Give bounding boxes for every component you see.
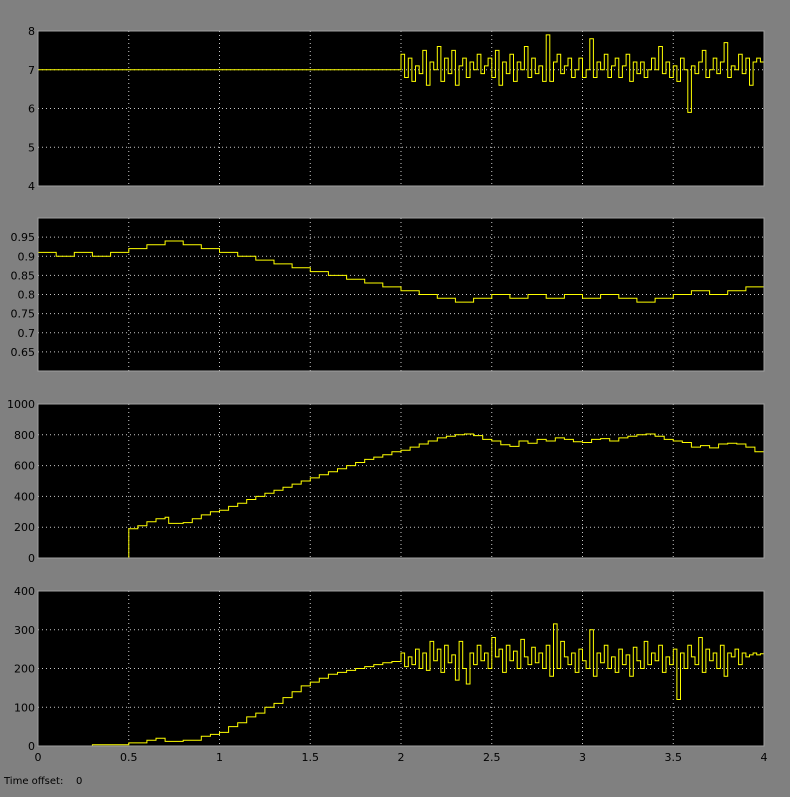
status-bar: Time offset: 0 [4, 776, 82, 787]
y-tick-label: 800 [14, 429, 35, 442]
scope-axes-1: 4 5 6 7 8 [28, 25, 765, 193]
y-tick-label: 8 [28, 25, 35, 38]
axes-frame [37, 590, 765, 747]
y-tick-label: 400 [14, 585, 35, 598]
y-tick-label: 0 [28, 740, 35, 753]
y-tick-label: 100 [14, 701, 35, 714]
x-tick-label: 2 [398, 751, 405, 764]
y-tick-label: 600 [14, 460, 35, 473]
x-tick-label: 0.5 [120, 751, 138, 764]
x-tick-label: 0 [35, 751, 42, 764]
axes-frame [37, 403, 765, 559]
x-tick-label: 3.5 [665, 751, 683, 764]
y-tick-label: 200 [14, 663, 35, 676]
scope-axes-2: 0.65 0.7 0.75 0.8 0.85 0.9 0.95 [11, 217, 765, 372]
scope-axes-4: 0 100 200 300 400 0 0.5 1 1.5 2 2.5 3 3.5 4 [14, 585, 768, 764]
signal-trace [38, 240, 764, 303]
y-tick-label: 400 [14, 490, 35, 503]
x-tick-label: 3 [579, 751, 586, 764]
axes-frame [37, 30, 765, 187]
y-tick-label: 0.65 [11, 346, 36, 359]
y-tick-label: 0.7 [18, 327, 36, 340]
y-tick-label: 0.8 [18, 289, 36, 302]
y-tick-label: 0.9 [18, 250, 36, 263]
y-tick-label: 6 [28, 103, 35, 116]
x-tick-label: 4 [761, 751, 768, 764]
y-tick-label: 0 [28, 552, 35, 565]
signal-trace [38, 623, 765, 747]
y-tick-label: 7 [28, 64, 35, 77]
y-tick-label: 5 [28, 141, 35, 154]
y-tick-label: 0.95 [11, 231, 36, 244]
time-offset-label: Time offset: [4, 776, 64, 787]
x-tick-label: 1 [216, 751, 223, 764]
x-tick-label: 1.5 [302, 751, 320, 764]
time-offset-value: 0 [76, 776, 83, 787]
signal-trace [38, 34, 764, 113]
y-tick-label: 1000 [7, 398, 35, 411]
y-tick-label: 200 [14, 521, 35, 534]
y-tick-label: 300 [14, 624, 35, 637]
axes-frame [37, 217, 765, 372]
y-tick-label: 0.85 [11, 269, 36, 282]
y-tick-label: 4 [28, 180, 35, 193]
x-tick-label: 2.5 [483, 751, 501, 764]
y-tick-label: 0.75 [11, 308, 36, 321]
scope-axes-3: 0 200 400 600 800 1000 [7, 398, 765, 565]
signal-trace [38, 433, 765, 559]
